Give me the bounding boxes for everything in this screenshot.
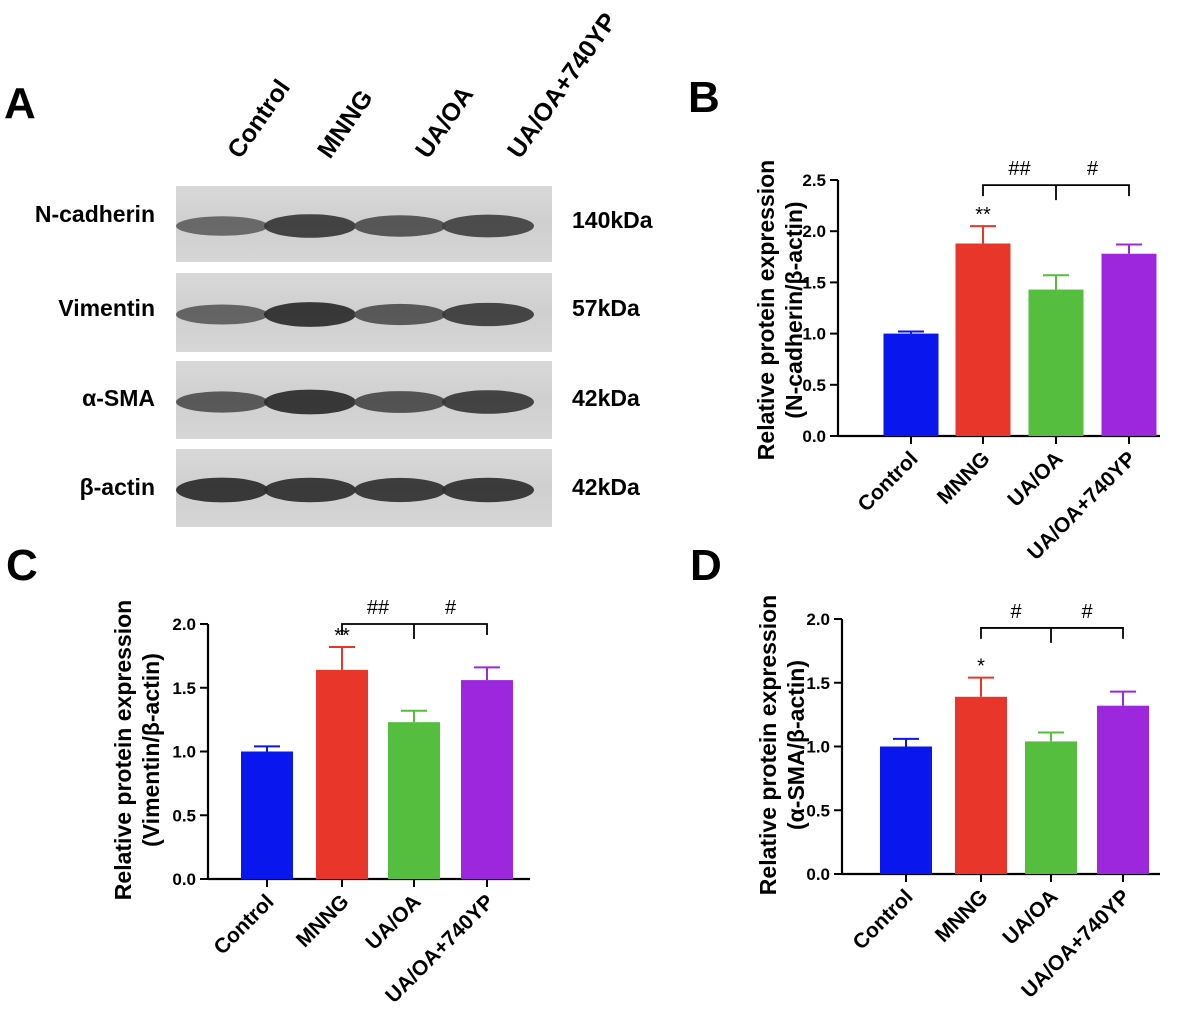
bar (1028, 289, 1084, 436)
panel-letter: B (688, 73, 720, 122)
significance-star: ** (334, 625, 350, 647)
x-tick-label: Control (209, 890, 278, 959)
protein-label: β-actin (80, 474, 155, 500)
x-tick-label: MNNG (931, 885, 993, 947)
bar (1025, 741, 1077, 874)
protein-band (176, 216, 268, 236)
western-blot-panel: A Control MNNG UA/OA UA/OA+740YP N-cadherin 14… (4, 8, 653, 527)
x-tick-label: Control (848, 885, 917, 954)
panel-letter: C (6, 541, 38, 590)
y-tick-label: 0.5 (802, 376, 826, 395)
bar (1101, 253, 1157, 436)
lane-label: MNNG (312, 85, 379, 164)
protein-band (442, 390, 534, 414)
bar-chart-d: D 0.0 0.5 1.0 1.5 2.0 Relative protein express… (690, 541, 1160, 1003)
protein-label: N-cadherin (35, 201, 155, 227)
y-tick-label: 2.0 (172, 615, 196, 634)
comparison-bracket (341, 623, 488, 639)
y-tick-label: 0.0 (802, 427, 826, 446)
protein-band (354, 303, 446, 326)
bar (883, 333, 939, 436)
bar-chart-b: B 0.0 0.5 1.0 1.5 2.0 2.5 Relative protein expr… (688, 73, 1160, 565)
protein-band (176, 304, 268, 325)
protein-label: α-SMA (82, 385, 155, 411)
protein-label: Vimentin (58, 295, 155, 321)
bracket-label: ## (1008, 158, 1031, 180)
molecular-weight-label: 57kDa (572, 295, 640, 321)
protein-band (264, 477, 356, 503)
y-tick-label: 0.0 (806, 865, 830, 884)
significance-star: * (977, 656, 985, 678)
protein-band (442, 302, 534, 327)
panel-letter: D (690, 541, 722, 590)
protein-band (442, 214, 534, 238)
x-tick-label: UA/OA (361, 890, 425, 954)
y-axis-label: (N-cadherin/β-actin) (781, 201, 807, 418)
protein-band (176, 477, 268, 503)
bar (461, 680, 513, 879)
y-tick-label: 2.0 (802, 222, 826, 241)
lane-label: UA/OA (410, 81, 479, 163)
protein-band (264, 302, 356, 327)
y-tick-label: 2.0 (806, 610, 830, 629)
molecular-weight-label: 42kDa (572, 385, 640, 411)
y-tick-label: 0.5 (806, 801, 830, 820)
bracket-label: # (1010, 601, 1022, 623)
bracket-label: # (1087, 158, 1099, 180)
y-tick-label: 1.0 (172, 743, 196, 762)
x-tick-label: UA/OA (1003, 447, 1067, 511)
x-tick-label: MNNG (933, 447, 995, 509)
y-axis-label: Relative protein expression (755, 595, 781, 895)
bracket-label: ## (367, 597, 390, 619)
x-tick-label: MNNG (292, 890, 354, 952)
comparison-bracket (980, 627, 1124, 643)
protein-band (264, 389, 356, 415)
molecular-weight-label: 140kDa (572, 207, 653, 233)
y-tick-label: 1.0 (806, 738, 830, 757)
molecular-weight-label: 42kDa (572, 474, 640, 500)
panel-letter-a: A (4, 79, 36, 128)
bar-chart-c: C 0.0 0.5 1.0 1.5 2.0 Relative protein express… (6, 541, 530, 1008)
y-axis-label: Relative protein expression (110, 600, 136, 900)
protein-band (354, 391, 446, 413)
bar (880, 746, 932, 874)
bar (388, 722, 440, 879)
y-tick-label: 1.5 (806, 674, 830, 693)
protein-band (264, 214, 356, 238)
y-tick-label: 1.0 (802, 325, 826, 344)
y-tick-label: 1.5 (802, 273, 826, 292)
bar (241, 751, 293, 879)
y-axis-label: Relative protein expression (753, 160, 779, 460)
lane-label: UA/OA+740YP (502, 8, 623, 163)
bar (955, 243, 1011, 436)
bracket-label: # (1081, 601, 1093, 623)
bar (955, 696, 1007, 874)
comparison-bracket (982, 184, 1130, 201)
bar (316, 669, 368, 879)
bracket-label: # (445, 597, 457, 619)
y-axis-label: (α-SMA/β-actin) (783, 660, 809, 830)
protein-band (176, 391, 268, 413)
x-tick-label: UA/OA (998, 885, 1062, 949)
y-tick-label: 0.5 (172, 806, 196, 825)
protein-band (442, 477, 534, 503)
bar (1097, 705, 1149, 874)
x-tick-label: Control (853, 447, 922, 516)
protein-band (354, 215, 446, 237)
protein-band (354, 477, 446, 503)
significance-star: ** (975, 204, 991, 226)
y-tick-label: 2.5 (802, 171, 826, 190)
lane-label: Control (222, 75, 296, 164)
y-tick-label: 1.5 (172, 679, 196, 698)
y-tick-label: 0.0 (172, 870, 196, 889)
y-axis-label: (Vimentin/β-actin) (138, 653, 164, 847)
